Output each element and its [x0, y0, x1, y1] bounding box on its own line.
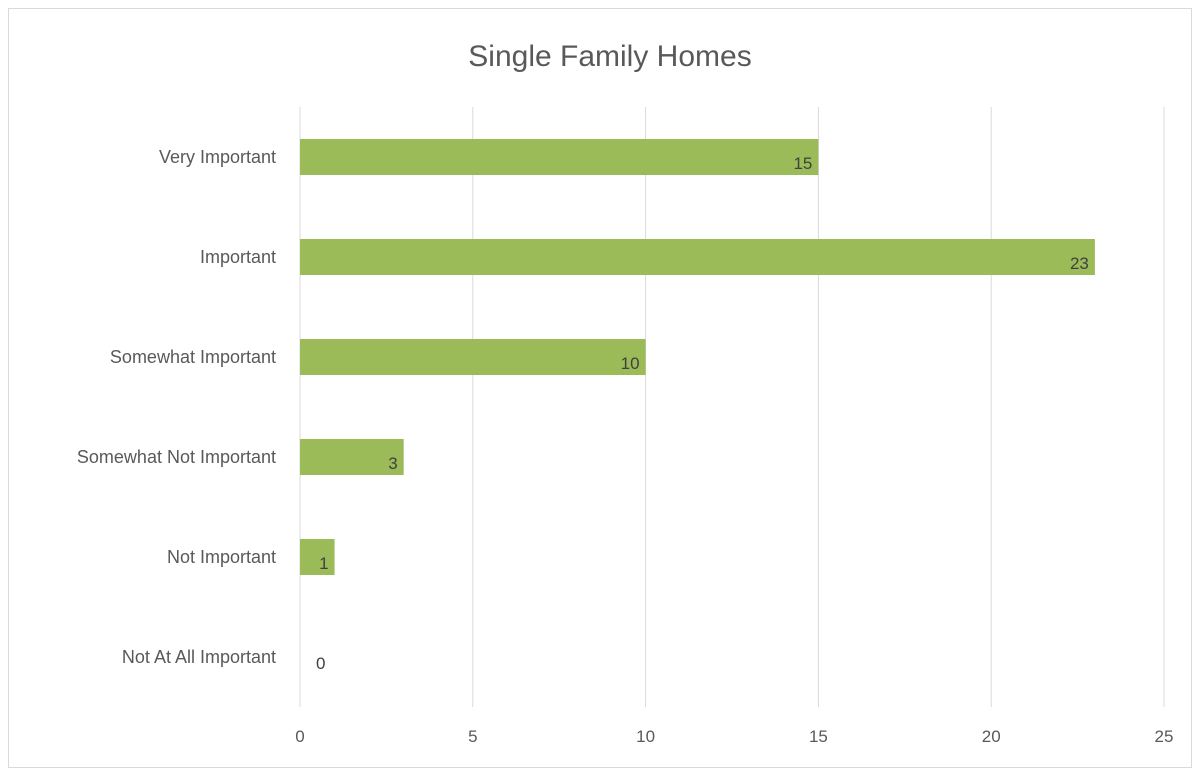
chart-title: Single Family Homes [468, 40, 752, 73]
bars [300, 139, 1095, 575]
x-tick-labels: 0 5 10 15 20 25 [295, 727, 1173, 746]
data-label: 23 [1070, 254, 1089, 273]
data-label: 0 [316, 654, 325, 673]
x-tick-label: 10 [636, 727, 655, 746]
gridlines [299, 107, 1165, 707]
data-label: 3 [388, 454, 397, 473]
x-tick-label: 20 [982, 727, 1001, 746]
category-label: Not Important [167, 547, 276, 567]
bar [300, 239, 1095, 275]
data-label: 10 [621, 354, 640, 373]
bar [300, 439, 404, 475]
chart-frame [8, 8, 1192, 768]
category-label: Somewhat Important [110, 347, 276, 367]
bar [300, 539, 335, 575]
data-label: 1 [319, 554, 328, 573]
category-labels: Very Important Important Somewhat Importan… [77, 147, 276, 667]
x-tick-label: 0 [295, 727, 304, 746]
bar [300, 339, 646, 375]
category-label: Very Important [159, 147, 276, 167]
category-label: Important [200, 247, 276, 267]
category-label: Not At All Important [122, 647, 276, 667]
x-tick-label: 25 [1155, 727, 1174, 746]
data-label: 15 [793, 154, 812, 173]
bar [300, 139, 819, 175]
x-tick-label: 5 [468, 727, 477, 746]
category-label: Somewhat Not Important [77, 447, 276, 467]
x-tick-label: 15 [809, 727, 828, 746]
